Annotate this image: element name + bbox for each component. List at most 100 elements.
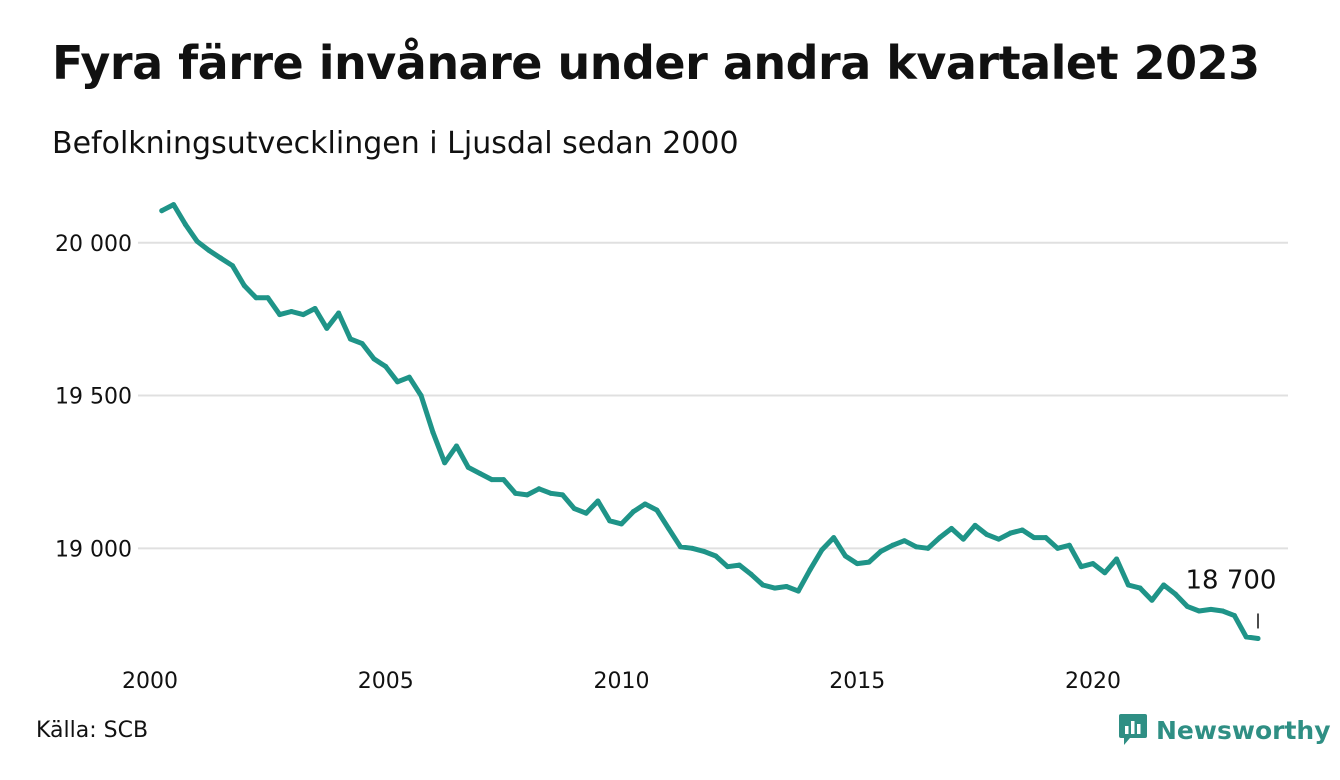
data-point xyxy=(772,585,778,591)
data-point xyxy=(406,374,412,380)
data-point xyxy=(288,309,294,315)
data-point xyxy=(1196,608,1202,614)
data-point xyxy=(194,238,200,244)
data-point xyxy=(1125,582,1131,588)
brand-name: Newsworthy xyxy=(1156,715,1331,745)
data-point xyxy=(512,490,518,496)
data-point xyxy=(854,561,860,567)
data-point xyxy=(583,510,589,516)
x-axis-ticks: 2000 2005 2010 2015 2020 xyxy=(122,669,1121,694)
chart-title: Fyra färre invånare under andra kvartale… xyxy=(52,36,1260,90)
data-point xyxy=(819,547,825,553)
data-point xyxy=(218,255,224,261)
y-tick-label: 19 000 xyxy=(55,537,132,562)
data-point xyxy=(548,490,554,496)
data-point xyxy=(842,553,848,559)
data-point xyxy=(383,364,389,370)
data-point xyxy=(265,295,271,301)
data-point xyxy=(736,562,742,568)
data-point xyxy=(395,379,401,385)
data-point xyxy=(182,221,188,227)
data-point xyxy=(560,492,566,498)
data-point xyxy=(1114,556,1120,562)
data-point xyxy=(1007,530,1013,536)
data-point xyxy=(1031,535,1037,541)
data-point xyxy=(960,536,966,542)
data-point xyxy=(901,538,907,544)
data-point xyxy=(725,564,731,570)
data-point xyxy=(159,208,165,214)
x-tick-label: 2005 xyxy=(358,669,414,694)
data-point xyxy=(666,525,672,531)
data-point xyxy=(489,477,495,483)
data-points xyxy=(159,202,1261,641)
data-point xyxy=(206,247,212,253)
data-point xyxy=(1208,606,1214,612)
data-point xyxy=(1043,535,1049,541)
data-point xyxy=(925,545,931,551)
chart-subtitle: Befolkningsutvecklingen i Ljusdal sedan … xyxy=(52,126,739,161)
data-point xyxy=(300,312,306,318)
data-point xyxy=(1019,527,1025,533)
data-point xyxy=(277,312,283,318)
data-point xyxy=(477,470,483,476)
data-point xyxy=(937,535,943,541)
data-point xyxy=(972,522,978,528)
data-point xyxy=(1243,634,1249,640)
data-point xyxy=(795,588,801,594)
data-point xyxy=(996,536,1002,542)
data-point xyxy=(760,582,766,588)
data-point xyxy=(701,548,707,554)
data-point xyxy=(1078,564,1084,570)
data-point xyxy=(418,393,424,399)
data-point xyxy=(595,498,601,504)
data-point xyxy=(571,506,577,512)
data-point xyxy=(1090,561,1096,567)
data-point xyxy=(689,545,695,551)
data-point xyxy=(784,584,790,590)
source-note: Källa: SCB xyxy=(36,718,149,743)
data-point xyxy=(347,336,353,342)
end-value-label: 18 700 xyxy=(1186,565,1277,595)
data-point xyxy=(677,544,683,550)
data-point xyxy=(371,356,377,362)
data-point xyxy=(1220,608,1226,614)
data-point xyxy=(1255,635,1261,641)
y-tick-label: 20 000 xyxy=(55,232,132,257)
population-line xyxy=(159,202,1261,641)
brand-logo: Newsworthy xyxy=(1118,712,1331,748)
data-point xyxy=(831,535,837,541)
data-point xyxy=(430,429,436,435)
data-point xyxy=(1172,591,1178,597)
data-point xyxy=(359,341,365,347)
chat-bar-chart-icon xyxy=(1119,714,1147,745)
x-tick-label: 2000 xyxy=(122,669,178,694)
data-point xyxy=(453,443,459,449)
data-point xyxy=(324,325,330,331)
data-point xyxy=(536,486,542,492)
y-axis-ticks: 19 000 19 500 20 000 xyxy=(55,232,132,563)
data-point xyxy=(312,305,318,311)
data-point xyxy=(618,521,624,527)
data-point xyxy=(253,295,259,301)
data-point xyxy=(630,509,636,515)
x-tick-label: 2020 xyxy=(1065,669,1121,694)
data-point xyxy=(1161,582,1167,588)
data-point xyxy=(336,310,342,316)
data-point xyxy=(890,542,896,548)
data-point xyxy=(748,571,754,577)
data-point xyxy=(654,507,660,513)
data-point xyxy=(230,263,236,269)
data-point xyxy=(1066,542,1072,548)
data-point xyxy=(1149,597,1155,603)
data-point xyxy=(949,525,955,531)
y-tick-label: 19 500 xyxy=(55,385,132,410)
data-point xyxy=(1102,570,1108,576)
data-point xyxy=(1055,545,1061,551)
data-point xyxy=(442,460,448,466)
data-point xyxy=(984,532,990,538)
data-point xyxy=(1184,603,1190,609)
data-point xyxy=(1231,613,1237,619)
grid-lines xyxy=(138,241,1288,550)
data-point xyxy=(171,202,177,208)
